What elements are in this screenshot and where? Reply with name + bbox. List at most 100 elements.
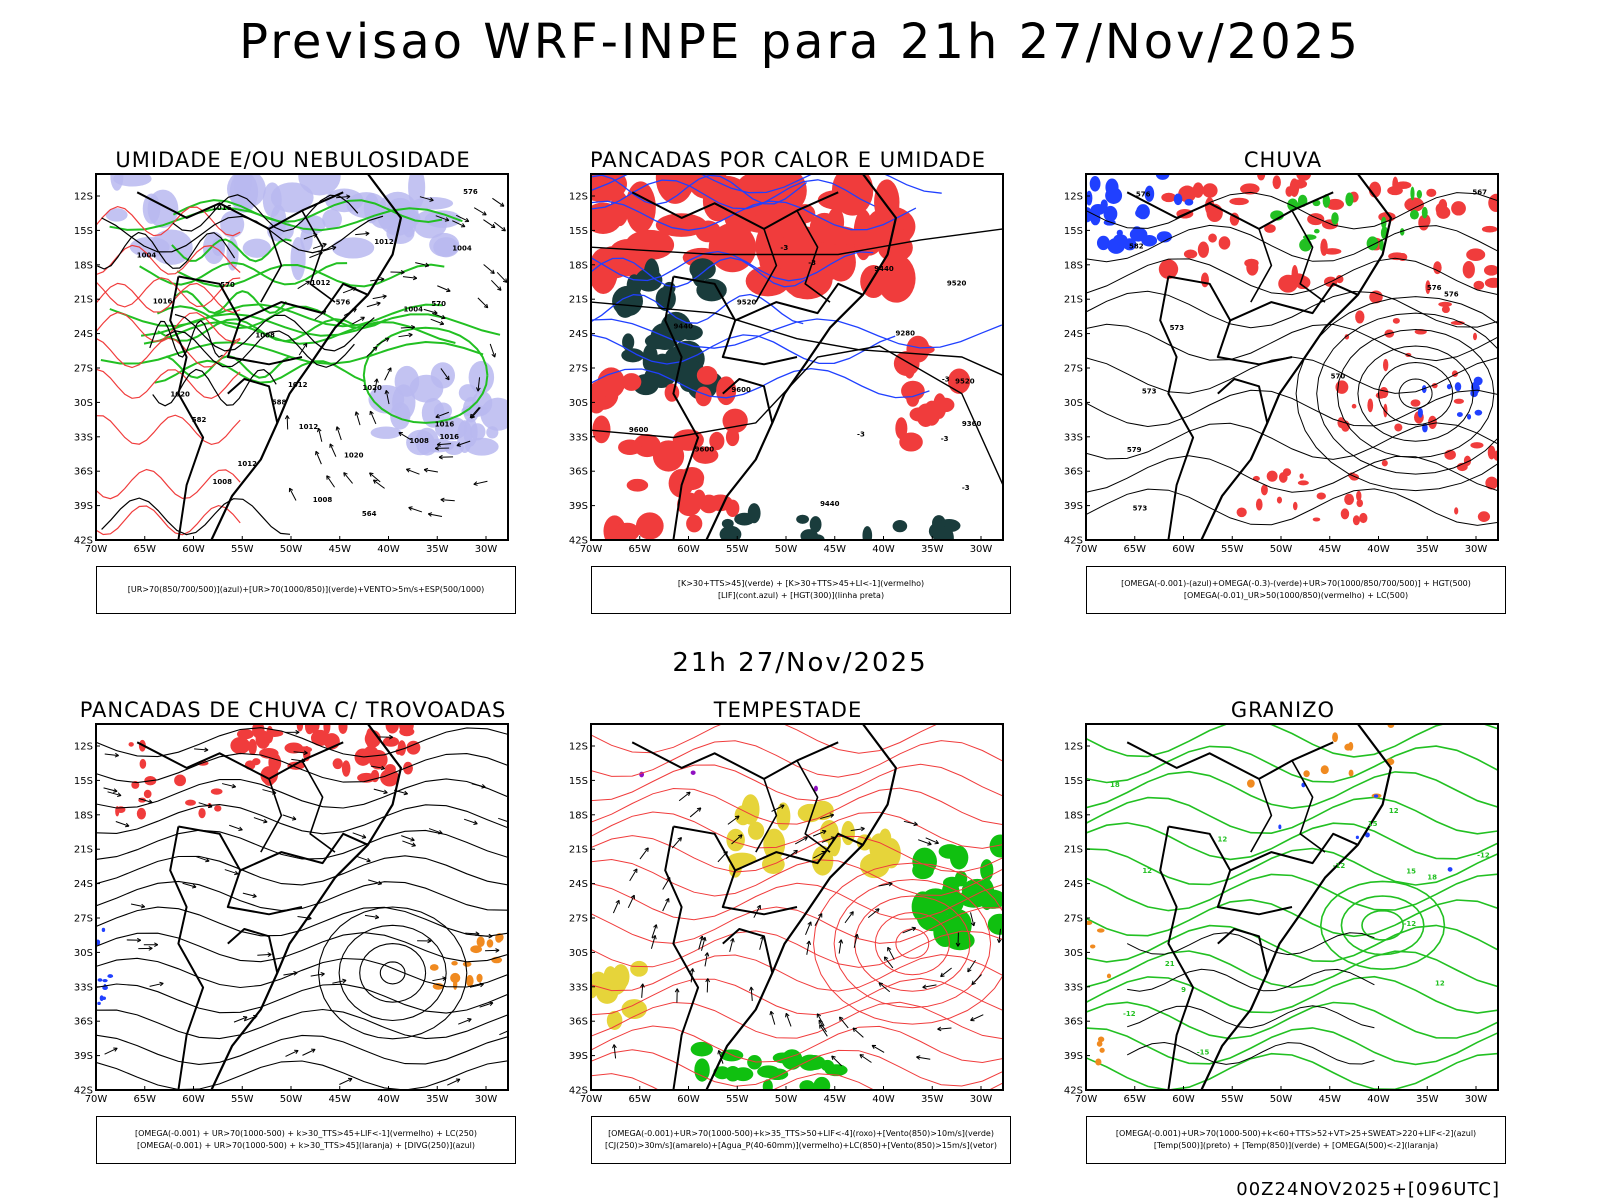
wind-arrow-head bbox=[689, 968, 695, 973]
map-frame bbox=[1085, 723, 1499, 1091]
shaded-area bbox=[408, 174, 426, 209]
shaded-area bbox=[694, 1058, 710, 1082]
wind-arrow bbox=[298, 343, 308, 356]
contour-label: 582 bbox=[192, 416, 207, 424]
wind-arrow-head bbox=[293, 970, 298, 976]
wind-arrow bbox=[385, 390, 390, 405]
border-line bbox=[722, 928, 774, 974]
wind-arrow bbox=[878, 982, 891, 993]
coastline bbox=[705, 724, 897, 1090]
shaded-area bbox=[1260, 484, 1268, 496]
lon-label: 55W bbox=[1221, 1094, 1244, 1105]
contour-label: 1016 bbox=[435, 420, 455, 428]
wind-arrow-head bbox=[495, 948, 500, 953]
legend-line-1: [K>30+TTS>45](verde) + [K>30+TTS>45+LI<-… bbox=[677, 579, 925, 588]
lon-label: 50W bbox=[1270, 1094, 1293, 1105]
wind-arrow bbox=[431, 312, 446, 319]
shaded-area bbox=[1086, 920, 1093, 926]
wind-arrow bbox=[489, 343, 496, 358]
lon-label: 35W bbox=[426, 1094, 449, 1105]
contour-label: -3 bbox=[942, 376, 950, 384]
shaded-area bbox=[1155, 174, 1170, 180]
wind-arrow bbox=[138, 798, 153, 803]
contour-label: 579 bbox=[1127, 446, 1142, 454]
shaded-area bbox=[107, 974, 114, 978]
lat-label: 21S bbox=[569, 845, 588, 856]
lon-label: 45W bbox=[1318, 544, 1341, 555]
shaded-area bbox=[1416, 189, 1423, 199]
wind-arrow bbox=[483, 219, 496, 229]
wind-arrow-head bbox=[114, 752, 119, 758]
lon-label: 70W bbox=[1075, 1094, 1098, 1105]
wind-arrow-head bbox=[934, 839, 939, 845]
shaded-area bbox=[934, 892, 949, 924]
wind-arrow bbox=[368, 879, 382, 885]
wind-arrow-head bbox=[816, 1013, 821, 1018]
contour-line bbox=[97, 231, 236, 270]
shaded-area bbox=[1466, 248, 1486, 262]
wind-arrow-head bbox=[411, 324, 416, 330]
lat-label: 27S bbox=[569, 364, 588, 375]
lat-label: 30S bbox=[74, 398, 93, 409]
shaded-area bbox=[853, 209, 874, 261]
panel-tempestade: TEMPESTADE 12S 15S 18S 21S 24S 27S 30S 33S 36S 39… bbox=[553, 698, 1023, 1188]
wind-arrow-head bbox=[807, 921, 812, 926]
map-frame bbox=[590, 723, 1004, 1091]
wind-arrow bbox=[998, 928, 1002, 943]
shaded-area bbox=[394, 365, 420, 397]
contour-label: 564 bbox=[362, 510, 377, 518]
shaded-area bbox=[1255, 498, 1263, 511]
wind-arrow-head bbox=[838, 939, 844, 944]
contour-line bbox=[591, 882, 1003, 921]
contour-line bbox=[591, 1049, 1003, 1087]
wind-arrow bbox=[498, 817, 508, 823]
wind-arrow-head bbox=[738, 834, 743, 839]
wind-arrow-head bbox=[927, 841, 932, 846]
shaded-area bbox=[1089, 176, 1101, 192]
wind-arrow-head bbox=[838, 1016, 844, 1022]
contour-line bbox=[140, 312, 501, 337]
shaded-area bbox=[622, 333, 635, 351]
shaded-area bbox=[382, 736, 400, 747]
wind-arrow-head bbox=[384, 390, 390, 395]
lat-label: 33S bbox=[1064, 432, 1083, 443]
wind-arrow-head bbox=[441, 314, 446, 320]
wind-arrow bbox=[355, 232, 370, 236]
contour-line bbox=[1340, 895, 1425, 956]
wind-arrow-head bbox=[377, 880, 382, 886]
wind-arrow-head bbox=[996, 938, 1002, 943]
wind-arrow-head bbox=[331, 245, 337, 251]
shaded-area bbox=[722, 408, 748, 433]
shaded-area bbox=[652, 440, 685, 472]
wind-arrow-head bbox=[380, 765, 386, 771]
wind-arrow bbox=[198, 802, 213, 808]
coastline bbox=[210, 724, 402, 1090]
wind-arrow-head bbox=[473, 820, 478, 825]
shaded-area bbox=[1387, 724, 1395, 729]
shaded-area bbox=[949, 845, 969, 870]
lat-label: 24S bbox=[569, 879, 588, 890]
wind-arrow bbox=[478, 935, 493, 937]
shaded-area bbox=[702, 180, 732, 222]
state-line bbox=[1291, 760, 1326, 853]
wind-arrow-head bbox=[365, 231, 370, 236]
contour-line bbox=[362, 326, 489, 424]
border-line bbox=[227, 378, 279, 424]
lat-label: 21S bbox=[1064, 845, 1083, 856]
wind-arrow-head bbox=[369, 472, 374, 477]
lon-label: 70W bbox=[1075, 544, 1098, 555]
contour-label: 9440 bbox=[673, 322, 693, 330]
shaded-area bbox=[1204, 197, 1215, 216]
wind-arrow bbox=[257, 953, 272, 956]
wind-arrow-head bbox=[460, 223, 466, 228]
country-borders bbox=[136, 174, 402, 540]
wind-arrow bbox=[838, 939, 842, 954]
wind-arrow bbox=[415, 262, 429, 267]
wind-arrow-head bbox=[253, 1014, 258, 1020]
wind-arrow bbox=[925, 837, 939, 844]
wind-arrow-head bbox=[955, 942, 961, 947]
contour-line bbox=[96, 282, 241, 314]
wind-arrow bbox=[447, 1078, 461, 1086]
wind-arrow-head bbox=[830, 836, 836, 841]
